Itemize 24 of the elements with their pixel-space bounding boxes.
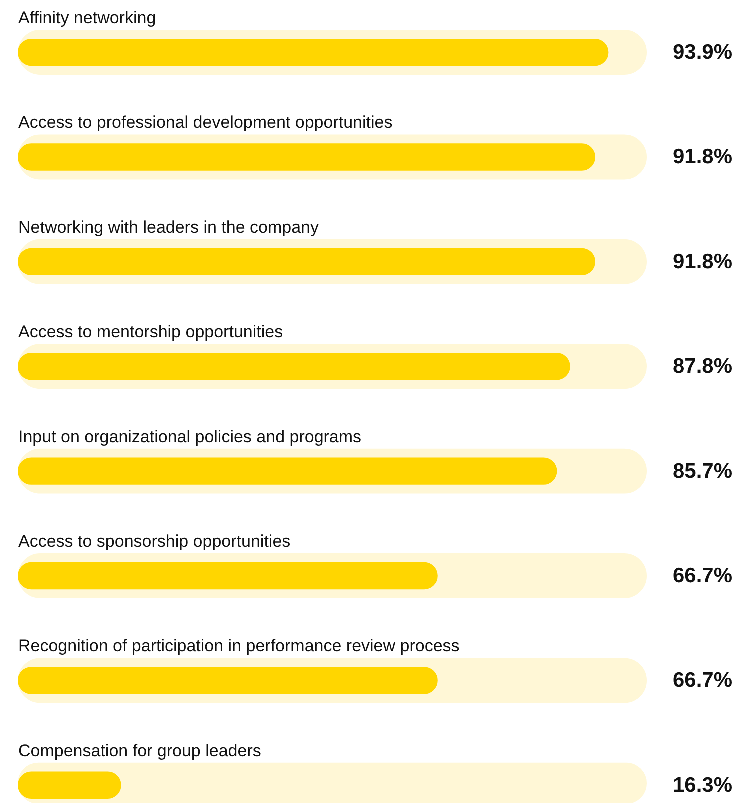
y-tick-label: Input on organizational policies and programs bbox=[18, 427, 362, 446]
y-tick-label: Access to professional development opportunities bbox=[18, 113, 393, 132]
bar bbox=[18, 248, 596, 276]
bar bbox=[18, 38, 609, 66]
bar bbox=[18, 458, 558, 485]
bar bbox=[18, 772, 122, 799]
data-label: 66.7% bbox=[672, 669, 733, 692]
y-tick-label: Access to sponsorship opportunities bbox=[18, 532, 291, 551]
bar bbox=[18, 667, 438, 694]
y-tick-label: Networking with leaders in the company bbox=[18, 218, 320, 237]
data-label: 16.3% bbox=[672, 774, 733, 797]
y-tick-label: Access to mentorship opportunities bbox=[18, 322, 284, 342]
bar bbox=[18, 144, 596, 171]
data-label: 87.8% bbox=[672, 355, 733, 378]
data-label: 93.9% bbox=[672, 41, 733, 64]
data-label: 66.7% bbox=[672, 564, 733, 588]
bar bbox=[18, 562, 438, 590]
y-tick-label: Compensation for group leaders bbox=[18, 741, 262, 760]
y-tick-label: Recognition of participation in performance review process bbox=[18, 636, 460, 656]
data-label: 91.8% bbox=[672, 250, 733, 274]
data-label: 91.8% bbox=[672, 146, 733, 169]
data-label: 85.7% bbox=[672, 460, 733, 483]
bar bbox=[18, 353, 570, 380]
y-tick-label: Affinity networking bbox=[18, 8, 156, 28]
